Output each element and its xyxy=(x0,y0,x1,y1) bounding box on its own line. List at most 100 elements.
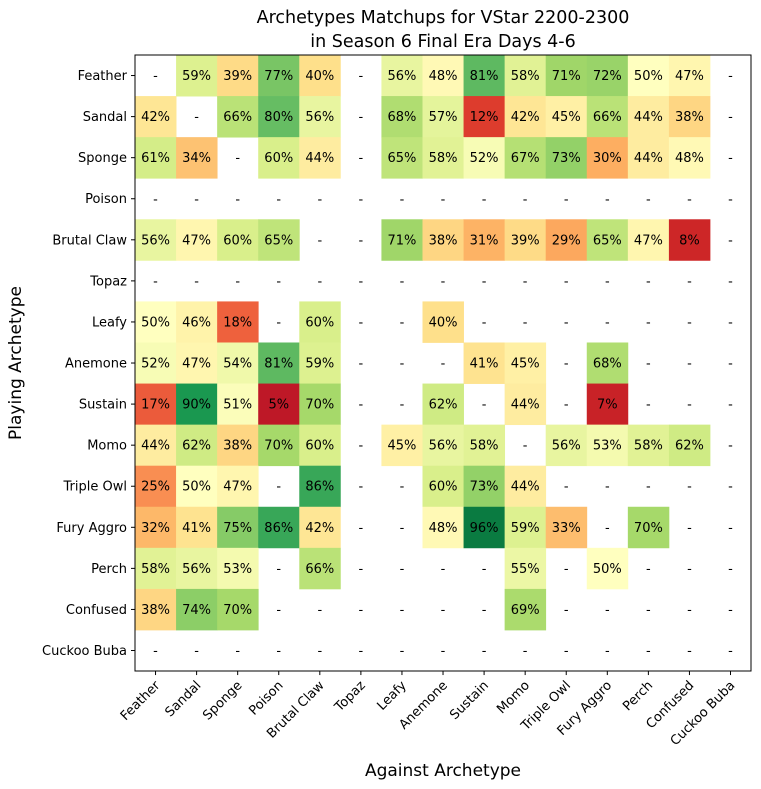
cell-fury-aggro-vs-triple-owl xyxy=(545,506,588,549)
cell-label-poison-vs-momo: - xyxy=(523,192,528,207)
cell-label-poison-vs-sandal: - xyxy=(194,192,199,207)
cell-label-feather-vs-feather: - xyxy=(153,69,158,84)
cell-label-poison-vs-anemone: - xyxy=(441,192,446,207)
cell-label-cuckoo-buba-vs-sponge: - xyxy=(235,644,240,659)
cell-triple-owl-vs-anemone xyxy=(422,465,464,508)
cell-sandal-vs-feather xyxy=(135,96,177,138)
cell-label-momo-vs-feather: 44% xyxy=(141,439,170,454)
cell-fury-aggro-vs-sponge xyxy=(217,506,259,549)
x-tick-label-leafy: Leafy xyxy=(374,678,410,714)
cell-label-sandal-vs-confused: 38% xyxy=(675,110,704,125)
cell-triple-owl-vs-brutal-claw xyxy=(299,465,341,508)
cell-sustain-vs-anemone xyxy=(422,383,464,426)
cell-label-sustain-vs-anemone: 62% xyxy=(429,398,458,413)
cell-label-cuckoo-buba-vs-fury-aggro: - xyxy=(605,644,610,659)
cell-sponge-vs-leafy xyxy=(381,137,423,179)
cell-brutal-claw-vs-fury-aggro xyxy=(586,219,629,261)
cell-label-leafy-vs-perch: - xyxy=(646,315,651,330)
cell-label-triple-owl-vs-cuckoo-buba: - xyxy=(728,480,733,495)
cell-label-anemone-vs-sustain: 41% xyxy=(470,357,499,372)
cell-label-sponge-vs-brutal-claw: 44% xyxy=(305,151,334,166)
cell-label-poison-vs-brutal-claw: - xyxy=(317,192,322,207)
cell-label-topaz-vs-feather: - xyxy=(153,274,158,289)
cell-anemone-vs-momo xyxy=(504,342,547,384)
cell-label-feather-vs-brutal-claw: 40% xyxy=(305,69,334,84)
cell-label-triple-owl-vs-fury-aggro: - xyxy=(605,480,610,495)
cell-perch-vs-sandal xyxy=(176,547,218,590)
cell-label-brutal-claw-vs-anemone: 38% xyxy=(429,233,458,248)
cell-label-sustain-vs-confused: - xyxy=(687,398,692,413)
cell-label-fury-aggro-vs-anemone: 48% xyxy=(429,521,458,536)
cell-sandal-vs-poison xyxy=(258,96,300,138)
cell-label-leafy-vs-sponge: 18% xyxy=(223,315,252,330)
cell-label-sustain-vs-leafy: - xyxy=(400,398,405,413)
cell-sponge-vs-triple-owl xyxy=(545,137,588,179)
cell-triple-owl-vs-momo xyxy=(504,465,547,508)
cell-label-confused-vs-sustain: - xyxy=(482,603,487,618)
cell-label-perch-vs-momo: 55% xyxy=(511,562,540,577)
cell-label-leafy-vs-poison: - xyxy=(276,315,281,330)
cell-label-perch-vs-leafy: - xyxy=(400,562,405,577)
y-tick-label-perch: Perch xyxy=(91,562,127,577)
cell-label-confused-vs-sandal: 74% xyxy=(182,603,211,618)
cell-label-confused-vs-leafy: - xyxy=(400,603,405,618)
cell-label-sustain-vs-perch: - xyxy=(646,398,651,413)
cell-label-brutal-claw-vs-sustain: 31% xyxy=(470,233,499,248)
cell-label-triple-owl-vs-sponge: 47% xyxy=(223,480,252,495)
cell-sandal-vs-triple-owl xyxy=(545,96,588,138)
cell-label-brutal-claw-vs-triple-owl: 29% xyxy=(552,233,581,248)
cell-feather-vs-fury-aggro xyxy=(586,55,629,97)
cell-label-brutal-claw-vs-leafy: 71% xyxy=(388,233,417,248)
cell-label-sandal-vs-cuckoo-buba: - xyxy=(728,110,733,125)
cell-label-feather-vs-topaz: - xyxy=(359,69,364,84)
cell-anemone-vs-sandal xyxy=(176,342,218,384)
cell-label-triple-owl-vs-perch: - xyxy=(646,480,651,495)
cell-label-confused-vs-confused: - xyxy=(687,603,692,618)
cell-brutal-claw-vs-leafy xyxy=(381,219,423,261)
cell-label-perch-vs-triple-owl: - xyxy=(564,562,569,577)
cell-label-perch-vs-anemone: - xyxy=(441,562,446,577)
cell-leafy-vs-sponge xyxy=(217,301,259,343)
cell-label-fury-aggro-vs-fury-aggro: - xyxy=(605,521,610,536)
cell-label-topaz-vs-poison: - xyxy=(276,274,281,289)
cell-brutal-claw-vs-perch xyxy=(627,219,670,261)
cell-sponge-vs-sandal xyxy=(176,137,218,179)
x-tick-label-feather: Feather xyxy=(118,678,164,724)
cell-sustain-vs-momo xyxy=(504,383,547,426)
cell-label-perch-vs-poison: - xyxy=(276,562,281,577)
cell-label-momo-vs-sponge: 38% xyxy=(223,439,252,454)
cell-label-anemone-vs-cuckoo-buba: - xyxy=(728,357,733,372)
cell-label-sustain-vs-cuckoo-buba: - xyxy=(728,398,733,413)
y-tick-label-feather: Feather xyxy=(78,69,128,84)
cell-brutal-claw-vs-triple-owl xyxy=(545,219,588,261)
cell-label-sandal-vs-anemone: 57% xyxy=(429,110,458,125)
cell-momo-vs-fury-aggro xyxy=(586,424,629,467)
cell-label-anemone-vs-topaz: - xyxy=(359,357,364,372)
cell-momo-vs-brutal-claw xyxy=(299,424,341,467)
cell-confused-vs-feather xyxy=(135,588,177,631)
cell-label-sandal-vs-fury-aggro: 66% xyxy=(593,110,622,125)
cell-sponge-vs-brutal-claw xyxy=(299,137,341,179)
cell-sandal-vs-momo xyxy=(504,96,547,138)
cell-label-sustain-vs-fury-aggro: 7% xyxy=(597,398,618,413)
cell-label-cuckoo-buba-vs-momo: - xyxy=(523,644,528,659)
y-tick-label-sustain: Sustain xyxy=(79,398,127,413)
cell-label-confused-vs-brutal-claw: - xyxy=(317,603,322,618)
cell-perch-vs-feather xyxy=(135,547,177,590)
cell-label-feather-vs-fury-aggro: 72% xyxy=(593,69,622,84)
cell-momo-vs-confused xyxy=(668,424,711,467)
cell-label-feather-vs-confused: 47% xyxy=(675,69,704,84)
cell-label-anemone-vs-brutal-claw: 59% xyxy=(305,357,334,372)
cell-label-topaz-vs-momo: - xyxy=(523,274,528,289)
cell-label-feather-vs-anemone: 48% xyxy=(429,69,458,84)
cell-label-sandal-vs-triple-owl: 45% xyxy=(552,110,581,125)
cell-label-anemone-vs-feather: 52% xyxy=(141,357,170,372)
cell-label-sustain-vs-sustain: - xyxy=(482,398,487,413)
cell-label-leafy-vs-confused: - xyxy=(687,315,692,330)
cell-sponge-vs-perch xyxy=(627,137,670,179)
cell-label-cuckoo-buba-vs-sandal: - xyxy=(194,644,199,659)
cell-label-sustain-vs-topaz: - xyxy=(359,398,364,413)
cell-label-feather-vs-leafy: 56% xyxy=(388,69,417,84)
cell-brutal-claw-vs-sponge xyxy=(217,219,259,261)
cell-sustain-vs-sandal xyxy=(176,383,218,426)
